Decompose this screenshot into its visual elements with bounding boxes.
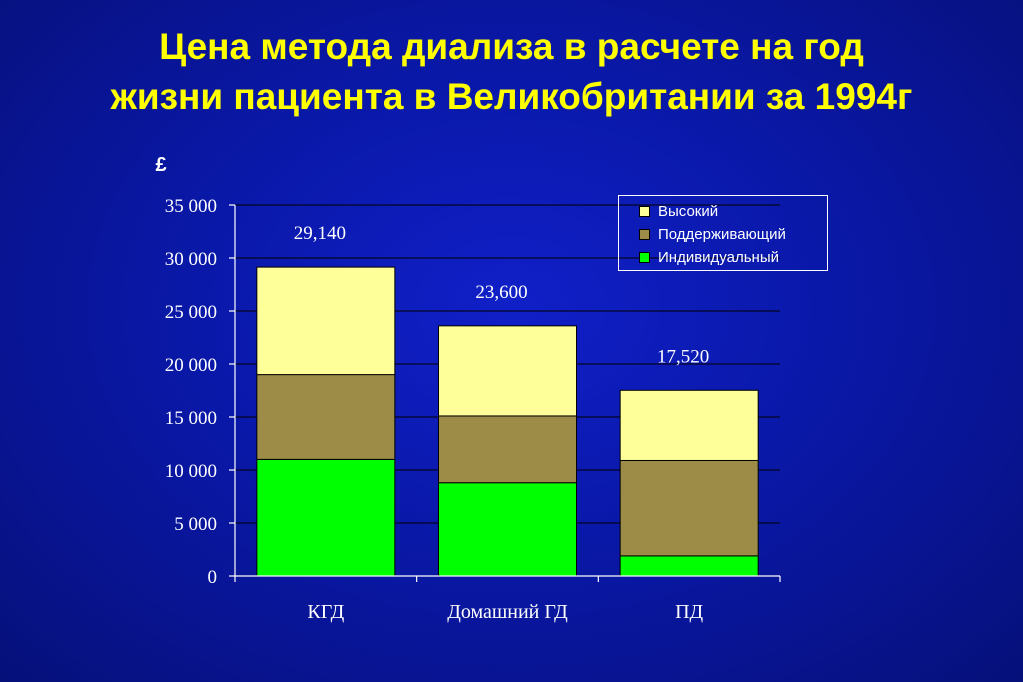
y-tick-label: 10 000: [165, 461, 217, 482]
bar-segment: [256, 266, 396, 376]
legend-swatch-high: [639, 206, 650, 217]
total-label: 17,520: [657, 346, 709, 367]
legend-item-maintenance: Поддерживающий: [639, 223, 827, 246]
legend-swatch-individual: [639, 252, 650, 263]
legend-label-maintenance: Поддерживающий: [658, 226, 786, 243]
chart-title: Цена метода диализа в расчете на год жиз…: [0, 22, 1023, 122]
bar-segment: [256, 458, 396, 577]
total-label: 29,140: [294, 223, 346, 244]
y-tick-label: 25 000: [165, 302, 217, 323]
category-label: ПД: [675, 601, 703, 623]
bar-segment: [619, 459, 759, 557]
legend-item-individual: Индивидуальный: [639, 246, 827, 269]
bar-segment: [619, 555, 759, 577]
legend-label-high: Высокий: [658, 203, 719, 220]
bar-segment: [438, 325, 577, 417]
title-line-2: жизни пациента в Великобритании за 1994г: [110, 76, 913, 117]
category-label: КГД: [307, 601, 344, 623]
bar-segment: [438, 482, 577, 577]
y-tick-label: 15 000: [165, 408, 217, 429]
title-line-1: Цена метода диализа в расчете на год: [159, 26, 864, 67]
legend: Высокий Поддерживающий Индивидуальный: [618, 195, 828, 271]
bar-segment: [438, 415, 577, 484]
legend-item-high: Высокий: [639, 200, 827, 223]
y-axis-unit-label: £: [155, 154, 166, 176]
y-tick-label: 0: [208, 567, 218, 588]
category-label: Домашний ГД: [447, 601, 568, 623]
y-tick-label: 20 000: [165, 355, 217, 376]
y-tick-label: 5 000: [174, 514, 217, 535]
bar-segment: [619, 389, 759, 461]
total-label: 23,600: [475, 282, 527, 303]
y-tick-label: 35 000: [165, 196, 217, 217]
bar-segment: [256, 374, 396, 460]
legend-label-individual: Индивидуальный: [658, 249, 779, 266]
y-tick-label: 30 000: [165, 249, 217, 270]
legend-swatch-maintenance: [639, 229, 650, 240]
